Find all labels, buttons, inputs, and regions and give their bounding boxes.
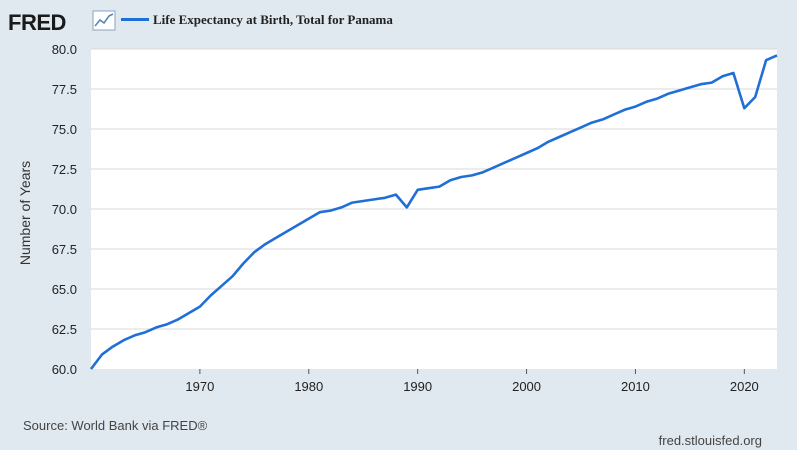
site-link[interactable]: fred.stlouisfed.org [659,433,762,448]
x-tick-label: 2000 [512,379,541,394]
y-tick-label: 75.0 [52,122,77,137]
y-tick-label: 72.5 [52,162,77,177]
y-tick-label: 80.0 [52,42,77,57]
x-axis-ticks: 1970 1980 1990 2000 2010 2020 [185,369,759,394]
y-tick-label: 77.5 [52,82,77,97]
y-tick-label: 65.0 [52,282,77,297]
x-tick-label: 1980 [294,379,323,394]
y-axis-ticks: 60.0 62.5 65.0 67.5 70.0 72.5 75.0 77.5 80.0 [52,42,77,377]
x-tick-label: 1990 [403,379,432,394]
y-axis-title: Number of Years [17,161,33,265]
legend-label: Life Expectancy at Birth, Total for Pana… [153,12,393,27]
y-tick-label: 67.5 [52,242,77,257]
legend: Life Expectancy at Birth, Total for Pana… [121,12,393,27]
x-tick-label: 2020 [730,379,759,394]
x-tick-label: 1970 [185,379,214,394]
line-chart-icon [92,10,116,31]
source-note: Source: World Bank via FRED® [23,418,208,433]
y-tick-label: 60.0 [52,362,77,377]
y-tick-label: 62.5 [52,322,77,337]
gridlines [91,48,777,330]
fred-logo-text: FRED [8,10,66,35]
x-tick-label: 2010 [621,379,650,394]
y-tick-label: 70.0 [52,202,77,217]
series-layer [89,54,778,370]
series-line [89,54,778,370]
fred-logo[interactable]: FRED [8,10,116,35]
